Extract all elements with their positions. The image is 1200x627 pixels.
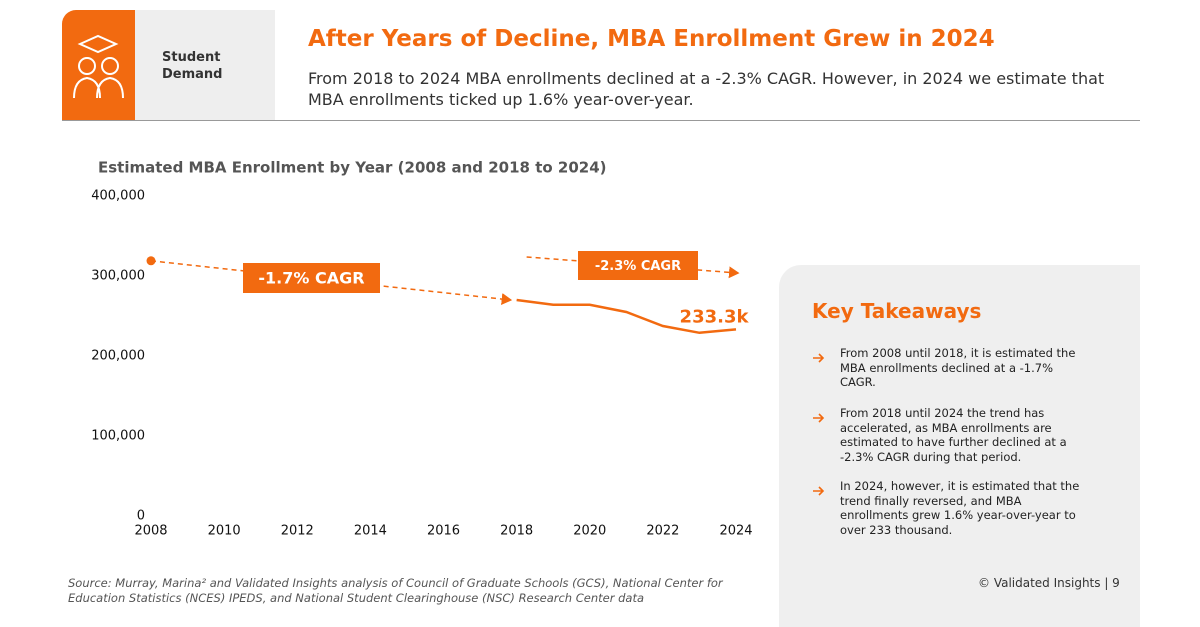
section-label: Student Demand — [162, 50, 223, 82]
takeaway: In 2024, however, it is estimated that t… — [840, 479, 1080, 537]
value-label: 233.3k — [680, 306, 750, 327]
x-tick-label: 2014 — [354, 524, 387, 539]
x-tick-label: 2018 — [500, 524, 533, 539]
y-tick-label: 400,000 — [91, 189, 145, 204]
y-tick-label: 300,000 — [91, 269, 145, 284]
arrow-icon — [813, 353, 825, 363]
divider — [62, 120, 1140, 121]
section-icon — [62, 10, 135, 120]
x-tick-label: 2016 — [427, 524, 460, 539]
x-tick-label: 2022 — [646, 524, 679, 539]
arrow-icon — [813, 486, 825, 496]
line — [516, 298, 737, 335]
annotation: -2.3% CAGR — [595, 259, 681, 274]
chart-title: Estimated MBA Enrollment by Year (2008 a… — [98, 159, 607, 177]
annotation-box — [578, 251, 698, 280]
title: After Years of Decline, MBA Enrollment G… — [308, 26, 995, 52]
annotation-box — [243, 263, 380, 293]
takeaways-title: Key Takeaways — [812, 299, 982, 323]
x-tick-label: 2010 — [208, 524, 241, 539]
bullet-arrow — [812, 408, 826, 427]
x-tick-label: 2020 — [573, 524, 606, 539]
bullet-arrow — [812, 348, 826, 367]
annotation: -1.7% CAGR — [258, 269, 364, 288]
credit: © Validated Insights | 9 — [978, 576, 1120, 590]
source: Source: Murray, Marina² and Validated In… — [68, 576, 723, 605]
takeaway: From 2018 until 2024 the trend has accel… — [840, 406, 1067, 464]
section-bg — [135, 10, 275, 120]
takeaway: From 2008 until 2018, it is estimated th… — [840, 346, 1076, 389]
y-tick-label: 200,000 — [91, 349, 145, 364]
subtitle: From 2018 to 2024 MBA enrollments declin… — [308, 69, 1105, 109]
x-tick-label: 2012 — [281, 524, 314, 539]
y-tick-label: 100,000 — [91, 429, 145, 444]
icon — [73, 34, 124, 99]
takeaways-panel — [779, 265, 1140, 627]
bullet-arrow — [812, 481, 826, 500]
y-tick-label: 0 — [137, 509, 145, 524]
arrow-icon — [813, 413, 825, 423]
x-tick-label: 2024 — [719, 524, 752, 539]
x-tick-label: 2008 — [134, 524, 167, 539]
